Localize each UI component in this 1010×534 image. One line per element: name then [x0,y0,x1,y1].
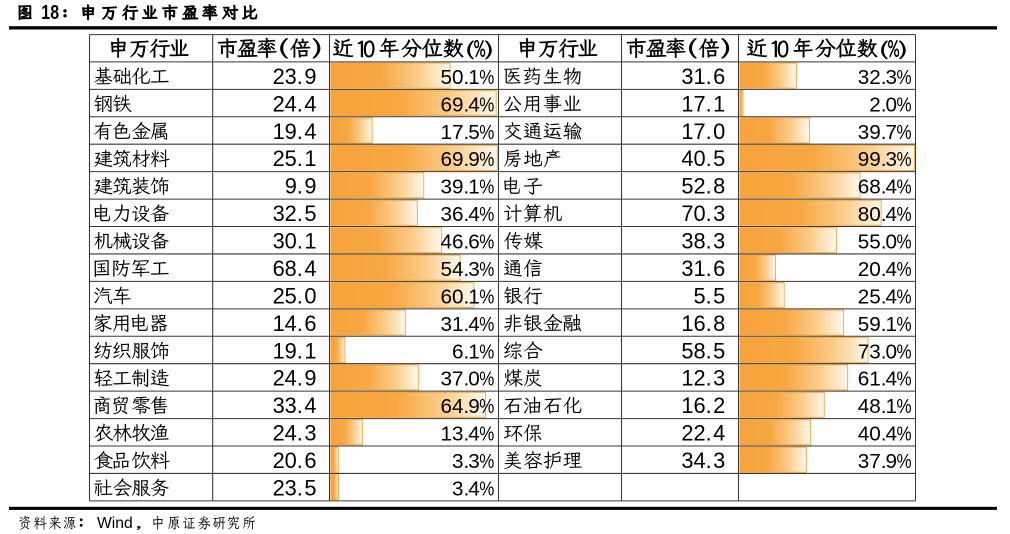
svg-text:36.4: 36.4 [441,203,480,226]
svg-text:17.1: 17.1 [681,91,725,116]
svg-text:Wind: Wind [97,515,133,532]
svg-text:5.5: 5.5 [693,283,725,308]
svg-text:%: % [897,423,912,446]
svg-text:20.6: 20.6 [273,448,317,473]
svg-text:46.6: 46.6 [441,231,480,254]
svg-text:%: % [479,286,494,309]
svg-text:68.4: 68.4 [858,176,897,199]
svg-text:%: % [897,149,912,172]
svg-text:%: % [479,149,494,172]
svg-text:14.6: 14.6 [273,311,317,336]
svg-text:50.1: 50.1 [441,66,480,89]
svg-text:24.3: 24.3 [273,421,317,446]
svg-text:%: % [897,176,912,199]
svg-text:22.4: 22.4 [681,421,725,446]
svg-text:%: % [897,121,912,144]
svg-text:3.3: 3.3 [452,450,480,473]
svg-text:19.4: 19.4 [273,119,317,144]
svg-text:13.4: 13.4 [441,423,480,446]
svg-text:20.4: 20.4 [858,258,897,281]
svg-text:25.0: 25.0 [273,283,317,308]
svg-text:%: % [479,259,494,282]
svg-text:39.7: 39.7 [858,121,897,144]
svg-text:33.4: 33.4 [273,393,317,418]
svg-text:32.3: 32.3 [858,66,897,89]
svg-text:%: % [479,231,494,254]
svg-text:69.9: 69.9 [441,148,480,171]
svg-text:68.4: 68.4 [273,256,317,281]
svg-text:18: 18 [41,0,59,23]
svg-text:%: % [479,451,494,474]
svg-text:%: % [479,313,494,336]
svg-text:%: % [897,231,912,254]
svg-text:25.4: 25.4 [858,285,897,308]
svg-text:48.1: 48.1 [858,395,897,418]
svg-text:12.3: 12.3 [681,366,725,391]
svg-text:25.1: 25.1 [273,146,317,171]
svg-text:37.0: 37.0 [441,368,480,391]
svg-text:%: % [479,94,494,117]
svg-text:%: % [479,176,494,199]
svg-text:31.6: 31.6 [681,64,725,89]
svg-text:3.4: 3.4 [452,478,480,501]
svg-text:6.1: 6.1 [452,340,480,363]
svg-text:%: % [897,368,912,391]
svg-text:55.0: 55.0 [858,231,897,254]
svg-text:80.4: 80.4 [858,203,897,226]
svg-text:%: % [479,368,494,391]
svg-text:52.8: 52.8 [681,174,725,199]
svg-text:54.3: 54.3 [441,258,480,281]
svg-text:%: % [479,121,494,144]
svg-text:16.2: 16.2 [681,393,725,418]
svg-text:61.4: 61.4 [858,368,897,391]
svg-text:70.3: 70.3 [681,201,725,226]
svg-text:40.4: 40.4 [858,423,897,446]
svg-text:24.9: 24.9 [273,366,317,391]
svg-text:64.9: 64.9 [441,395,480,418]
svg-text:30.1: 30.1 [273,229,317,254]
svg-text:37.9: 37.9 [858,450,897,473]
svg-text:19.1: 19.1 [273,338,317,363]
svg-text:%: % [479,396,494,419]
svg-text:%: % [897,66,912,89]
svg-text:%: % [479,204,494,227]
svg-text:58.5: 58.5 [681,338,725,363]
svg-text:23.5: 23.5 [273,476,317,501]
svg-text:%: % [479,478,494,501]
svg-text:59.1: 59.1 [858,313,897,336]
svg-text:9.9: 9.9 [285,174,317,199]
svg-text:31.4: 31.4 [441,313,480,336]
svg-text:73.0: 73.0 [858,340,897,363]
svg-text:%: % [897,341,912,364]
svg-text:%: % [897,204,912,227]
svg-text:69.4: 69.4 [441,93,480,116]
svg-text:%: % [479,66,494,89]
svg-text:38.3: 38.3 [681,229,725,254]
svg-text:%: % [479,341,494,364]
svg-text:99.3: 99.3 [858,148,897,171]
svg-text:%: % [479,423,494,446]
svg-text:16.8: 16.8 [681,311,725,336]
svg-text:%: % [897,451,912,474]
svg-text:23.9: 23.9 [273,64,317,89]
svg-text:%: % [897,259,912,282]
svg-text:%: % [897,396,912,419]
svg-text:17.0: 17.0 [681,119,725,144]
svg-text:2.0: 2.0 [869,93,897,116]
svg-text:%: % [897,94,912,117]
svg-text:%: % [897,313,912,336]
svg-text:31.6: 31.6 [681,256,725,281]
svg-text:17.5: 17.5 [441,121,480,144]
svg-text:32.5: 32.5 [273,201,317,226]
svg-text:34.3: 34.3 [681,448,725,473]
svg-text:39.1: 39.1 [441,176,480,199]
svg-text:40.5: 40.5 [681,146,725,171]
svg-text:60.1: 60.1 [441,285,480,308]
svg-text:24.4: 24.4 [273,91,317,116]
svg-text:%: % [897,286,912,309]
